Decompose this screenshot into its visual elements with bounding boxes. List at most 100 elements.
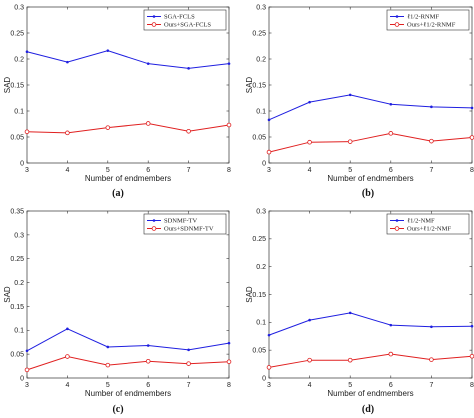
x-tick-label: 6: [389, 382, 393, 389]
data-point: [226, 122, 232, 128]
y-tick-label: 0.1: [14, 328, 24, 335]
y-tick-label: 0.05: [252, 348, 266, 355]
data-point: [348, 93, 352, 97]
series-line-1: [268, 94, 473, 121]
plot-frame: [26, 210, 230, 379]
data-point: [227, 341, 231, 345]
legend-box: [143, 213, 227, 235]
y-axis-label: SAD: [3, 77, 12, 94]
legend-marker: [151, 22, 157, 27]
data-point: [389, 323, 393, 327]
legend-box: [143, 9, 227, 31]
y-tick-label: 0.25: [10, 30, 24, 37]
legend-marker: [394, 226, 400, 231]
x-tick-label: 3: [25, 167, 29, 174]
legend-marker: [151, 226, 157, 231]
panel-label: (a): [112, 188, 124, 199]
data-point: [106, 49, 110, 52]
data-point: [146, 344, 150, 347]
y-tick-label: 0.3: [256, 208, 266, 215]
y-tick-label: 0.05: [10, 134, 24, 141]
data-point: [307, 139, 312, 145]
x-axis-label: Number of endmembers: [327, 174, 413, 183]
y-tick-label: 0.25: [252, 236, 266, 243]
x-tick-label: 5: [348, 167, 352, 174]
data-point: [430, 325, 433, 329]
series-line-2: [26, 356, 230, 371]
x-tick-label: 6: [146, 167, 150, 174]
x-tick-label: 8: [470, 382, 474, 389]
legend-label: ℓ1/2-RNMF: [407, 14, 439, 21]
x-tick-label: 7: [187, 382, 191, 389]
data-point: [266, 365, 272, 370]
data-point: [65, 354, 70, 359]
x-tick-label: 7: [429, 382, 433, 389]
chart-panel-2: 0 0.05 0.1 0.15 0.2 0.25 0.3 3 4 5 6 7 8 Number of en…: [245, 4, 474, 199]
legend-box: [386, 9, 470, 31]
x-tick-label: 3: [267, 382, 271, 389]
data-point: [187, 67, 190, 70]
y-tick-label: 0.3: [14, 232, 24, 239]
plot-frame: [268, 6, 473, 164]
data-point: [347, 139, 353, 144]
x-tick-label: 8: [227, 167, 231, 174]
data-point: [470, 106, 474, 110]
legend-label: Ours+ℓ1/2-RNMF: [407, 22, 456, 29]
y-axis-label: SAD: [3, 286, 12, 303]
data-point: [226, 359, 232, 365]
legend-label: Ours+SDNMF-TV: [164, 226, 214, 233]
chart-panel-4: 0 0.05 0.1 0.15 0.2 0.25 0.3 3 4 5 6 7 8 Number of en…: [245, 208, 474, 415]
y-tick-label: 0.15: [252, 82, 266, 89]
y-tick-label: 0.1: [256, 320, 266, 327]
x-tick-label: 4: [308, 382, 312, 389]
data-point: [267, 118, 271, 122]
plot-frame: [26, 6, 230, 164]
y-tick-label: 0.05: [10, 352, 24, 359]
data-point: [308, 100, 311, 104]
y-tick-label: 0.25: [10, 256, 24, 263]
y-tick-label: 0.1: [256, 108, 266, 115]
data-point: [105, 125, 111, 130]
data-point: [266, 149, 272, 155]
data-point: [65, 130, 70, 136]
panel-label: (c): [112, 404, 123, 415]
data-point: [429, 357, 434, 362]
y-axis-label: SAD: [245, 77, 254, 94]
x-tick-label: 4: [65, 382, 69, 389]
y-tick-label: 0: [20, 160, 24, 167]
panel-label: (d): [362, 404, 374, 415]
y-tick-label: 0: [20, 375, 24, 382]
x-tick-label: 4: [308, 167, 312, 174]
chart-panel-1: 0 0.05 0.1 0.15 0.2 0.25 0.3 3 4 5 6 7 8 Number of en…: [3, 4, 232, 199]
data-point: [227, 62, 231, 65]
data-point: [389, 102, 393, 106]
legend-label: Ours+SGA-FCLS: [164, 22, 211, 29]
y-axis-label: SAD: [245, 286, 254, 303]
plot-frame: [268, 210, 473, 379]
legend-label: SGA-FCLS: [164, 14, 195, 21]
x-tick-label: 6: [146, 382, 150, 389]
data-point: [469, 353, 474, 359]
data-point: [267, 333, 271, 337]
data-point: [66, 60, 69, 64]
series-line-1: [26, 50, 230, 69]
y-tick-label: 0.1: [14, 108, 24, 115]
legend-label: Ours+ℓ1/2-NMF: [407, 226, 451, 233]
data-point: [347, 357, 353, 363]
legend-label: ℓ1/2-NMF: [407, 218, 435, 225]
y-tick-label: 0.3: [256, 4, 266, 11]
x-tick-label: 5: [106, 382, 110, 389]
x-tick-label: 8: [470, 167, 474, 174]
y-tick-label: 0.05: [252, 134, 266, 141]
data-point: [388, 351, 394, 357]
y-tick-label: 0.15: [10, 82, 24, 89]
data-point: [105, 362, 111, 368]
x-axis-label: Number of endmembers: [327, 389, 413, 398]
x-tick-label: 7: [429, 167, 433, 174]
legend-marker: [395, 15, 399, 18]
y-tick-label: 0.15: [10, 304, 24, 311]
y-tick-label: 0: [262, 160, 266, 167]
y-tick-label: 0.2: [14, 56, 24, 63]
legend-marker: [395, 219, 399, 222]
data-point: [24, 367, 30, 373]
